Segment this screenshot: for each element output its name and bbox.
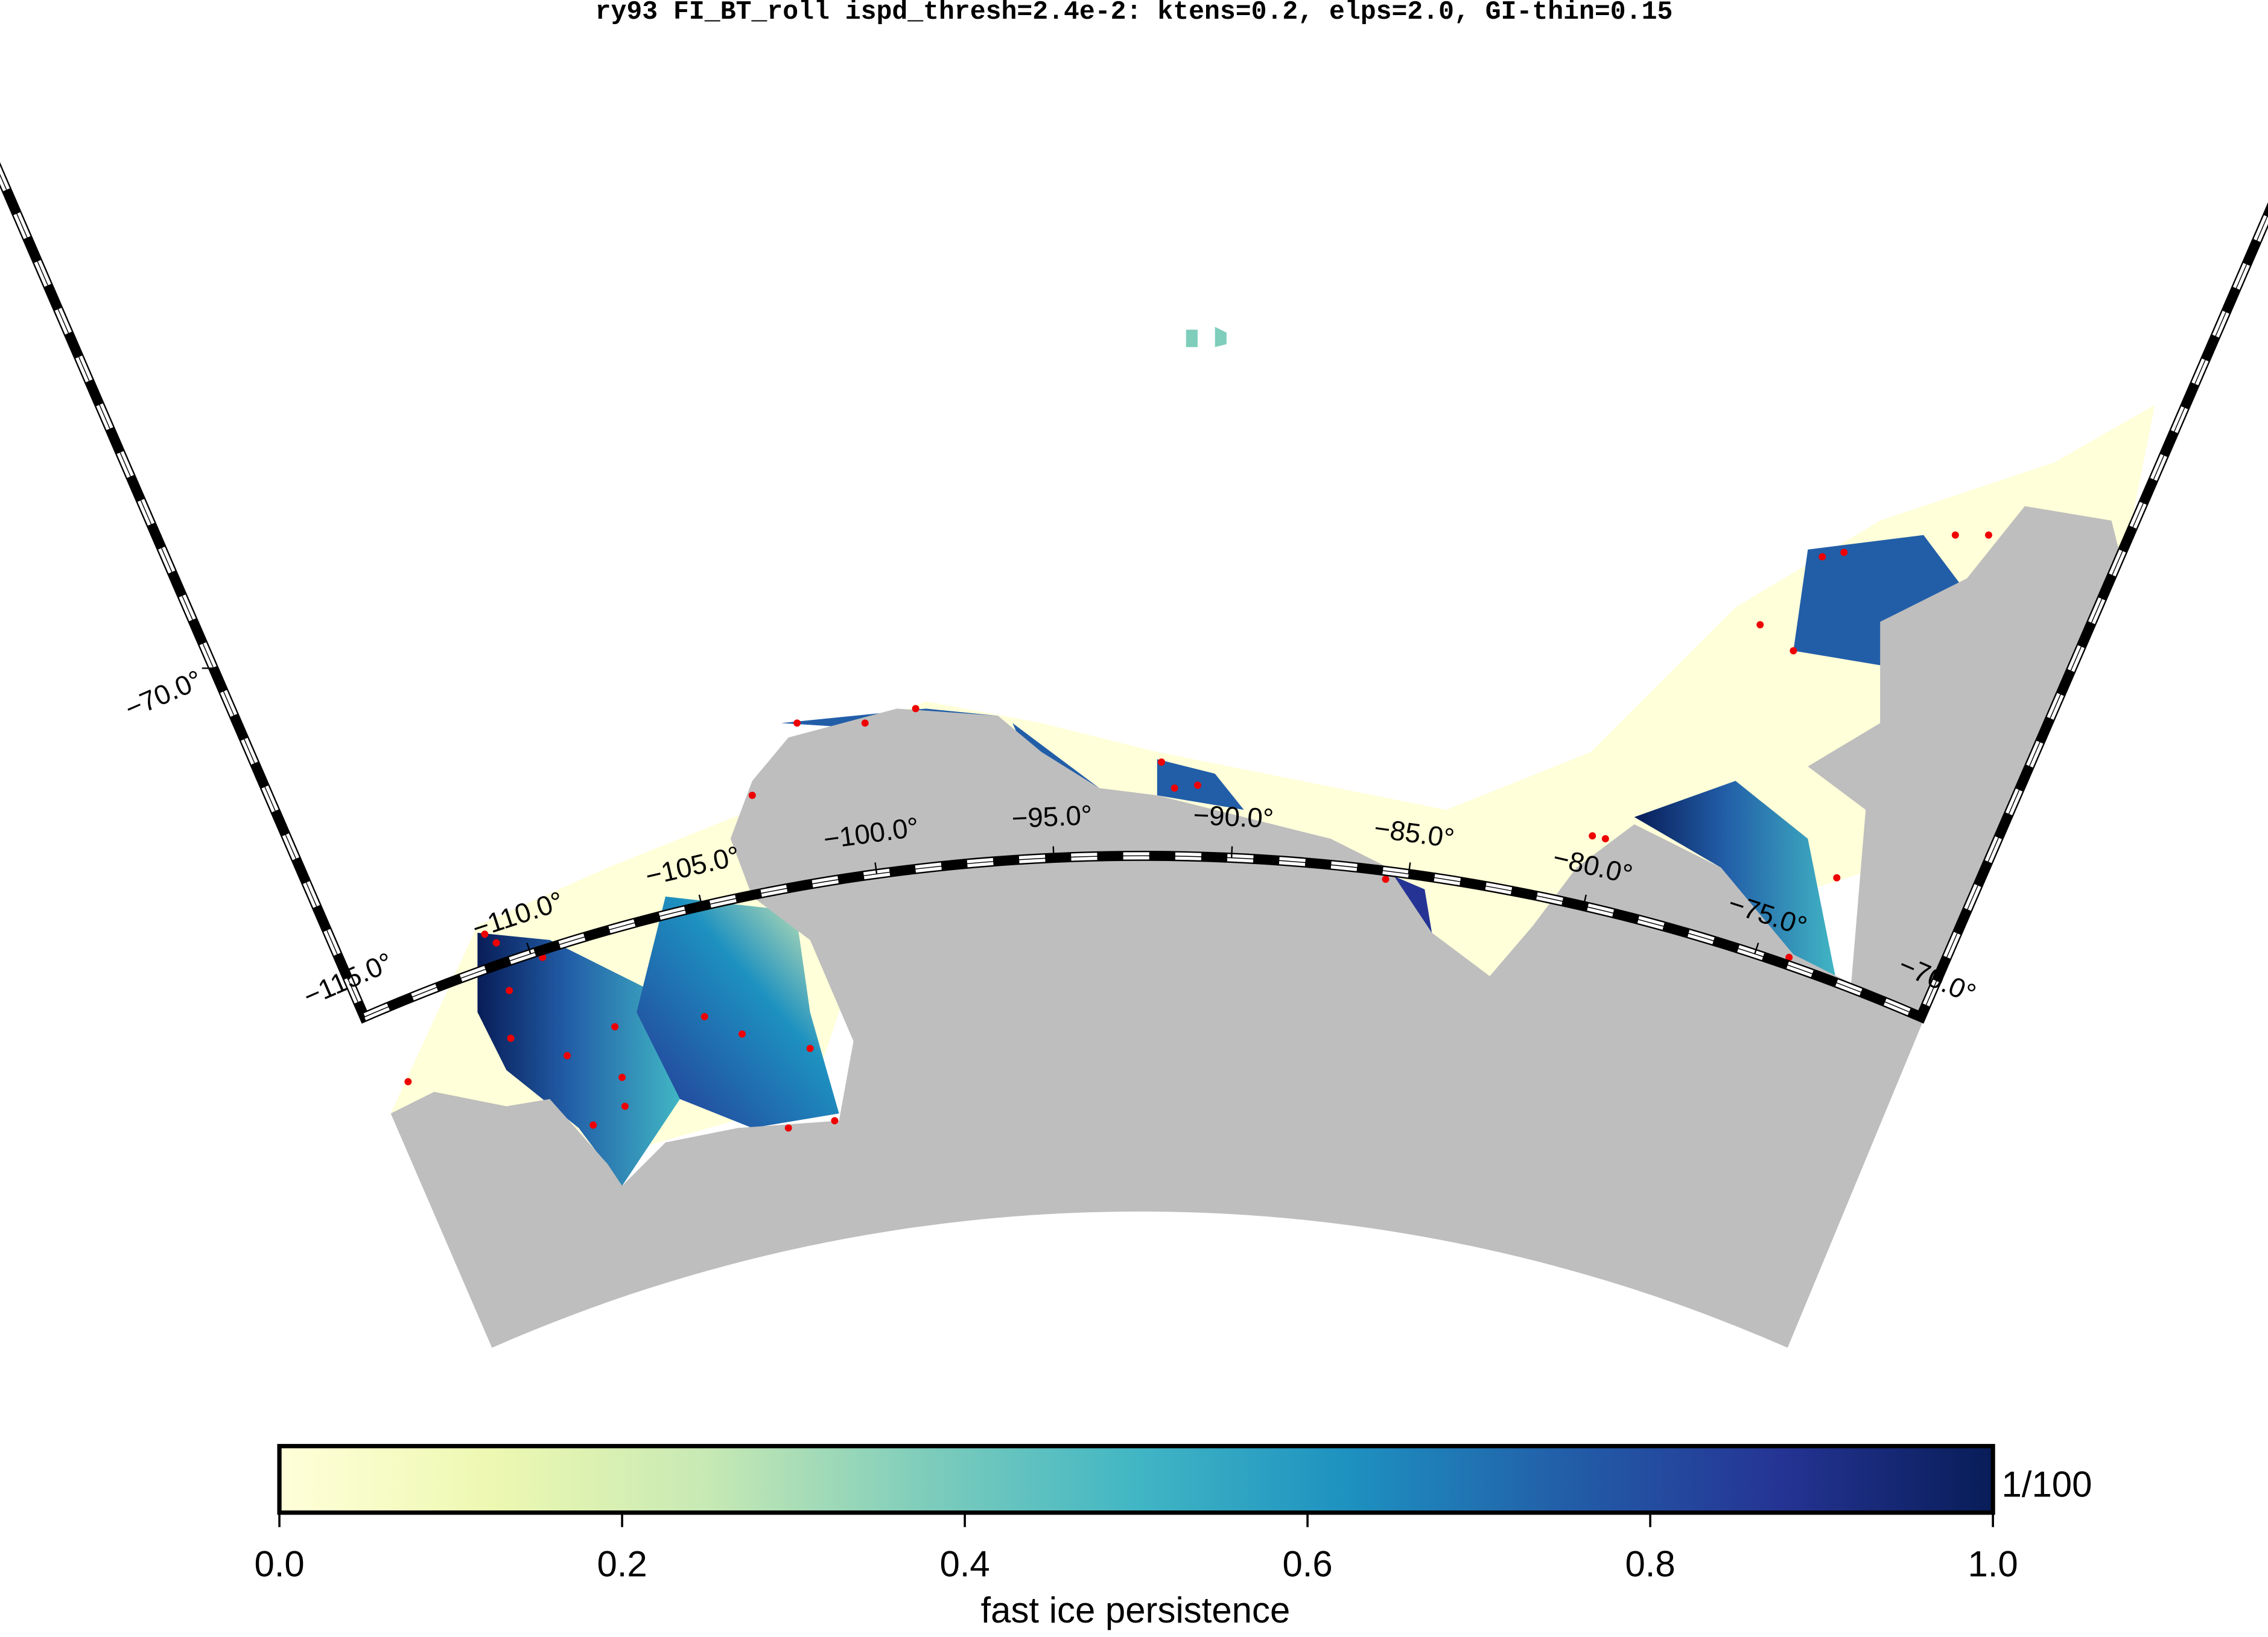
lon-label: −90.0° bbox=[1193, 799, 1275, 834]
ice-patch bbox=[637, 896, 839, 1128]
colorbar-gradient bbox=[277, 1444, 1995, 1515]
island bbox=[1186, 326, 1227, 348]
colorbar-label: fast ice persistence bbox=[981, 1590, 1291, 1630]
land bbox=[390, 506, 2119, 1348]
colorbar-tick-label: 1.0 bbox=[1968, 1543, 2018, 1584]
lat-label: −70.0° bbox=[121, 664, 207, 725]
colorbar-tick-label: 0.2 bbox=[597, 1543, 647, 1584]
lon-tick bbox=[1231, 846, 1233, 858]
colorbar-tick-label: 0.4 bbox=[939, 1543, 989, 1584]
ice-patch bbox=[781, 708, 1244, 810]
colorbar-unit: 1/100 bbox=[2001, 1464, 2092, 1505]
lon-label: −95.0° bbox=[1011, 799, 1093, 834]
grounded-icebergs bbox=[404, 531, 1992, 1132]
colorbar-tick-label: 0.0 bbox=[254, 1543, 304, 1584]
title: ry93 FI_BT_roll ispd_thresh=2.4e-2: kten… bbox=[596, 0, 1673, 27]
lon-tick bbox=[526, 942, 532, 955]
lon-tick bbox=[1052, 846, 1055, 858]
ice-patch bbox=[1793, 535, 1967, 666]
lon-tick bbox=[1754, 942, 1759, 955]
ice-patch bbox=[1634, 781, 1837, 984]
colorbar-tick-label: 0.8 bbox=[1625, 1543, 1675, 1584]
lon-tick bbox=[698, 894, 703, 906]
lon-tick bbox=[1920, 1006, 1927, 1017]
ice-patch bbox=[477, 932, 680, 1186]
frame-line bbox=[0, 173, 2268, 1018]
colorbar-tick-label: 0.6 bbox=[1282, 1543, 1332, 1584]
lon-tick bbox=[1583, 894, 1587, 906]
lon-label: −115.0° bbox=[299, 947, 397, 1012]
lon-tick bbox=[874, 862, 878, 874]
lon-tick bbox=[1408, 862, 1411, 874]
lon-tick bbox=[359, 1006, 366, 1017]
colorbar: 1/100 fast ice persistence 0.0 0.2 0.4 0.6 0… bbox=[254, 1444, 2092, 1630]
